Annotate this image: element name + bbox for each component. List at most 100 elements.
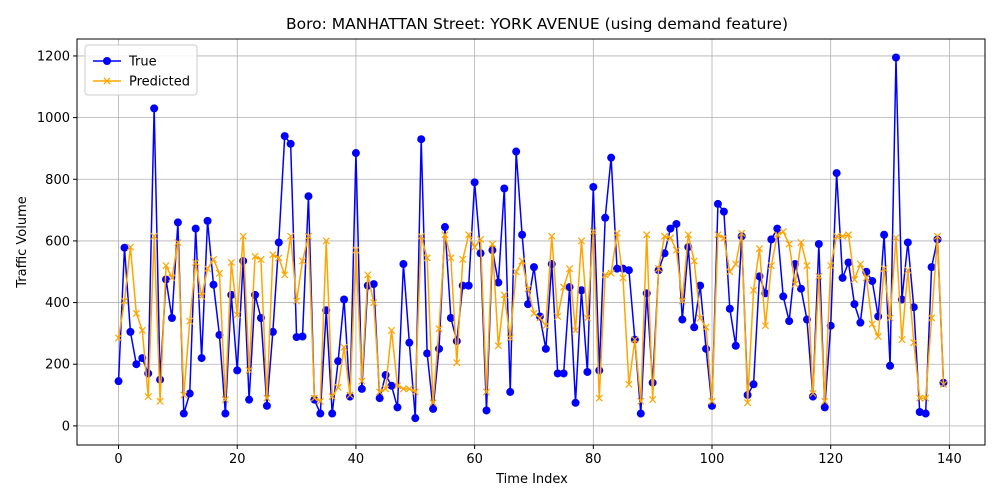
data-point xyxy=(470,178,479,187)
series-layer xyxy=(114,53,948,423)
data-point xyxy=(114,377,123,386)
data-point xyxy=(910,339,918,347)
data-point xyxy=(215,269,224,277)
data-point xyxy=(827,261,835,270)
data-point xyxy=(643,231,651,239)
data-point xyxy=(518,230,527,239)
y-tick-label: 200 xyxy=(45,358,70,373)
data-point xyxy=(132,309,140,317)
data-point xyxy=(613,264,622,273)
data-point xyxy=(351,149,360,158)
data-point xyxy=(239,232,247,240)
x-axis-label: Time Index xyxy=(495,472,568,487)
y-tick-label: 400 xyxy=(45,296,70,311)
data-point xyxy=(815,272,823,280)
data-point xyxy=(565,265,574,273)
data-point xyxy=(126,327,135,336)
y-tick-label: 1000 xyxy=(37,111,70,126)
data-point xyxy=(126,243,135,251)
data-point xyxy=(399,385,408,393)
data-point xyxy=(203,216,212,225)
data-point xyxy=(696,281,705,290)
data-point xyxy=(690,323,699,332)
data-point xyxy=(844,258,853,267)
data-point xyxy=(743,399,752,407)
data-point xyxy=(446,313,455,322)
data-point xyxy=(138,326,146,334)
data-point xyxy=(482,388,491,396)
data-point xyxy=(251,252,259,260)
data-point xyxy=(613,229,621,237)
data-point xyxy=(310,395,319,404)
x-tick-label: 60 xyxy=(466,452,483,467)
data-point xyxy=(174,238,182,247)
data-point xyxy=(298,332,307,341)
data-point xyxy=(173,218,182,227)
data-point xyxy=(922,394,930,402)
data-point xyxy=(345,392,354,401)
data-point xyxy=(797,238,805,247)
data-point xyxy=(891,53,900,62)
data-point xyxy=(346,391,354,399)
data-point xyxy=(358,377,366,385)
data-point xyxy=(660,232,669,240)
data-point xyxy=(316,409,325,418)
data-point xyxy=(269,251,277,259)
data-point xyxy=(494,278,503,287)
data-point xyxy=(636,409,645,418)
data-point xyxy=(808,392,817,401)
series-true xyxy=(114,53,948,423)
data-point xyxy=(553,369,562,378)
data-point xyxy=(856,318,865,327)
data-point xyxy=(381,385,390,393)
data-point xyxy=(898,335,906,344)
data-point xyxy=(375,394,384,403)
data-point xyxy=(589,228,597,236)
data-point xyxy=(803,261,811,270)
data-point xyxy=(298,257,307,265)
data-point xyxy=(601,271,609,279)
data-point xyxy=(779,228,787,236)
x-tick-label: 100 xyxy=(700,452,725,467)
data-point xyxy=(773,231,781,239)
data-point xyxy=(263,394,271,402)
x-tick-label: 40 xyxy=(348,452,365,467)
data-point xyxy=(156,397,164,405)
data-point xyxy=(731,341,740,350)
data-point xyxy=(850,275,859,284)
data-point xyxy=(328,392,336,401)
data-point xyxy=(453,359,461,367)
data-point xyxy=(904,266,912,274)
data-point xyxy=(601,213,610,222)
x-tick-label: 120 xyxy=(818,452,843,467)
data-point xyxy=(927,314,936,322)
data-point xyxy=(856,260,864,268)
data-point xyxy=(595,394,603,402)
data-point xyxy=(684,231,692,239)
data-point xyxy=(150,232,158,240)
data-point xyxy=(726,268,734,276)
data-point xyxy=(690,257,698,265)
data-point xyxy=(185,389,194,398)
data-point xyxy=(738,229,746,237)
data-point xyxy=(500,184,509,193)
data-point xyxy=(162,261,170,270)
legend-label-predicted: Predicted xyxy=(129,75,190,90)
series-predicted xyxy=(114,228,948,407)
data-point xyxy=(654,265,663,273)
data-point xyxy=(577,286,586,295)
data-point xyxy=(476,235,485,244)
data-point xyxy=(417,135,426,144)
data-point xyxy=(678,315,687,324)
data-point xyxy=(447,254,455,262)
data-point xyxy=(322,237,330,245)
data-point xyxy=(880,265,888,273)
data-point xyxy=(624,266,633,275)
data-point xyxy=(785,240,793,248)
data-point xyxy=(411,414,420,423)
data-point xyxy=(316,397,324,405)
data-point xyxy=(886,314,894,322)
data-point xyxy=(464,281,473,290)
data-point xyxy=(713,199,722,208)
data-point xyxy=(423,254,431,262)
